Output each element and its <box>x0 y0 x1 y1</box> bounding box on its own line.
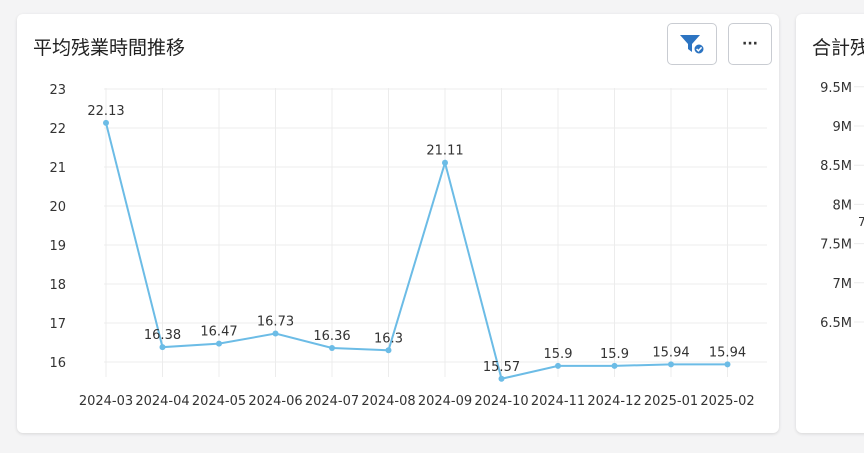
data-point <box>442 159 448 166</box>
y-tick-label: 8M <box>833 198 853 213</box>
x-tick-label: 2024-04 <box>135 394 189 409</box>
data-label: 16.36 <box>313 329 350 344</box>
data-label: 21.11 <box>426 144 463 159</box>
data-point <box>385 347 392 354</box>
y-tick-label: 21 <box>49 161 66 176</box>
data-label: 22.13 <box>87 104 124 119</box>
y-tick-label: 22 <box>49 122 66 137</box>
data-point <box>329 344 335 351</box>
x-tick-label: 2025-02 <box>700 394 754 409</box>
data-label: 16.47 <box>200 325 237 340</box>
y-tick-label: 18 <box>49 278 66 293</box>
chart-title: 合計残 <box>812 37 864 59</box>
data-point <box>611 362 618 369</box>
y-tick-label: 6.5M <box>820 316 852 331</box>
x-tick-label: 2024-03 <box>79 394 133 409</box>
x-tick-label: 2024-10 <box>474 394 528 409</box>
y-tick-label: 23 <box>49 83 66 98</box>
line-chart-partial: 6.5M 7M 7.5M 8M 8.5M 9M 9.5M 7 <box>820 81 864 331</box>
data-point <box>555 362 561 369</box>
data-point <box>668 361 674 368</box>
y-tick-label: 16 <box>49 356 66 371</box>
chart-title: 平均残業時間推移 <box>33 37 186 59</box>
data-point <box>272 330 279 337</box>
data-label: 16.38 <box>144 328 181 343</box>
y-tick-label: 7.5M <box>820 238 852 253</box>
data-label: 7 <box>858 215 864 229</box>
data-label: 15.9 <box>600 347 629 362</box>
series-line <box>105 122 728 380</box>
x-tick-label: 2024-12 <box>587 394 641 409</box>
data-point <box>103 119 109 126</box>
y-tick-label: 8.5M <box>820 159 852 174</box>
x-tick-label: 2024-08 <box>361 394 415 409</box>
data-point <box>159 344 166 351</box>
y-tick-label: 19 <box>49 239 66 254</box>
filter-button[interactable] <box>667 23 717 65</box>
x-tick-label: 2024-07 <box>305 394 359 409</box>
y-tick-label: 20 <box>49 200 66 215</box>
data-label: 15.94 <box>652 345 689 360</box>
x-tick-label: 2024-06 <box>248 394 302 409</box>
x-tick-label: 2024-09 <box>418 394 472 409</box>
more-options-button[interactable]: ··· <box>728 23 772 65</box>
chart-card-total-overtime: 合計残 6.5M 7M 7.5M 8M 8.5M 9M 9.5M 7 <box>796 14 864 433</box>
x-tick-label: 2024-05 <box>192 394 246 409</box>
y-tick-label: 9.5M <box>820 81 852 96</box>
data-label: 15.57 <box>483 360 520 375</box>
x-tick-label: 2025-01 <box>644 394 698 409</box>
data-label: 15.9 <box>544 347 573 362</box>
chart-card-average-overtime: 平均残業時間推移 ··· 16 17 18 19 20 21 22 23 2024-03 2024… <box>17 14 779 433</box>
y-tick-label: 9M <box>833 120 853 135</box>
data-point <box>498 375 505 382</box>
data-label: 15.94 <box>709 345 746 360</box>
y-tick-label: 17 <box>49 317 66 332</box>
y-tick-label: 7M <box>833 277 853 292</box>
data-point <box>216 340 222 347</box>
x-tick-label: 2024-11 <box>531 394 585 409</box>
more-horizontal-icon: ··· <box>742 36 758 52</box>
filter-check-icon <box>680 35 705 55</box>
data-point <box>724 361 731 368</box>
data-label: 16.3 <box>374 331 403 346</box>
data-label: 16.73 <box>257 315 294 330</box>
